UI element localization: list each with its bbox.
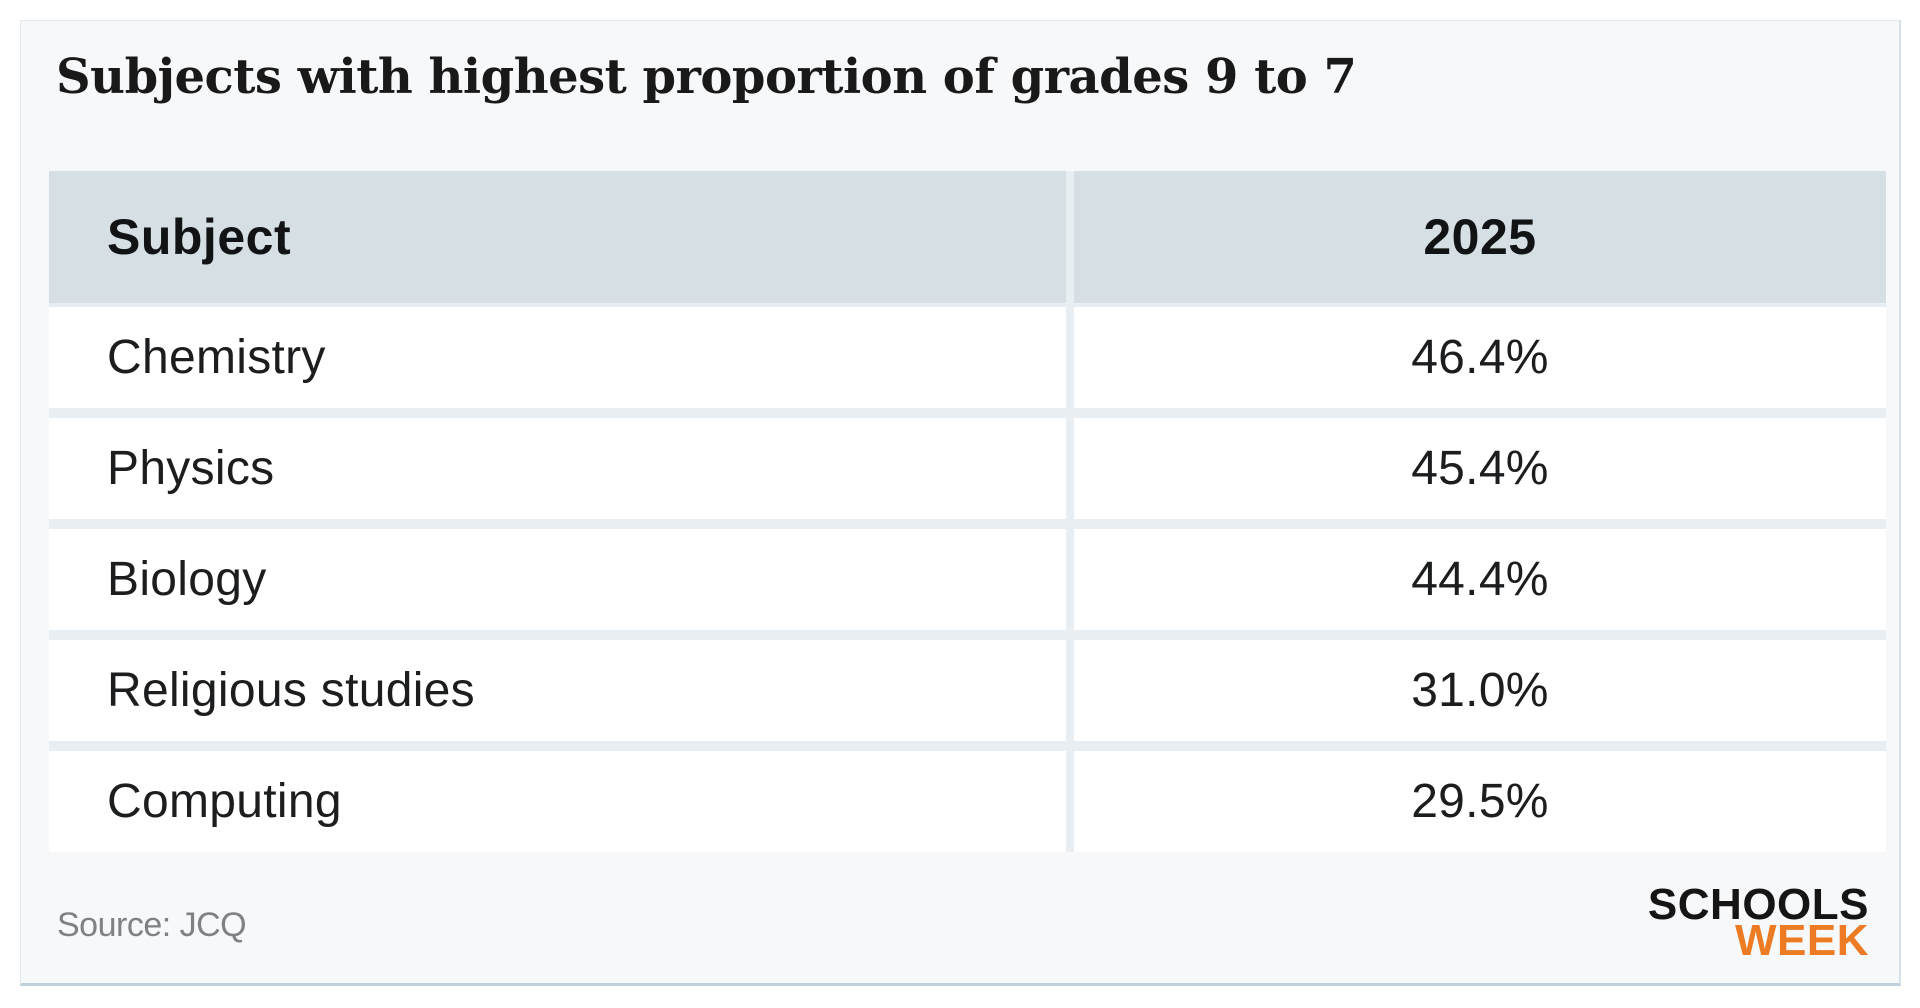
data-table: Subject 2025 Chemistry 46.4% Physics 45.4% B… [49, 171, 1886, 852]
column-header-subject: Subject [49, 171, 1066, 303]
value-cell: 46.4% [1074, 307, 1886, 408]
value-cell: 45.4% [1074, 418, 1886, 519]
page-title: Subjects with highest proportion of grad… [56, 49, 1357, 105]
logo-text-schools: SCHOOLS [1647, 880, 1869, 929]
value-cell: 44.4% [1074, 529, 1886, 630]
value-cell: 31.0% [1074, 640, 1886, 741]
subject-cell: Computing [49, 751, 1066, 852]
infographic-card: Subjects with highest proportion of grad… [20, 20, 1901, 986]
value-cell: 29.5% [1074, 751, 1886, 852]
column-header-2025: 2025 [1074, 171, 1886, 303]
subject-cell: Religious studies [49, 640, 1066, 741]
subject-cell: Physics [49, 418, 1066, 519]
source-note: Source: JCQ [57, 906, 247, 944]
table-header-row: Subject 2025 [49, 171, 1886, 303]
table-body: Chemistry 46.4% Physics 45.4% Biology 44.4% Re… [49, 307, 1886, 852]
subject-cell: Biology [49, 529, 1066, 630]
schools-week-logo: SCHOOLS WEEK [1647, 880, 1869, 965]
logo-text-week: WEEK [1735, 916, 1869, 965]
subject-cell: Chemistry [49, 307, 1066, 408]
